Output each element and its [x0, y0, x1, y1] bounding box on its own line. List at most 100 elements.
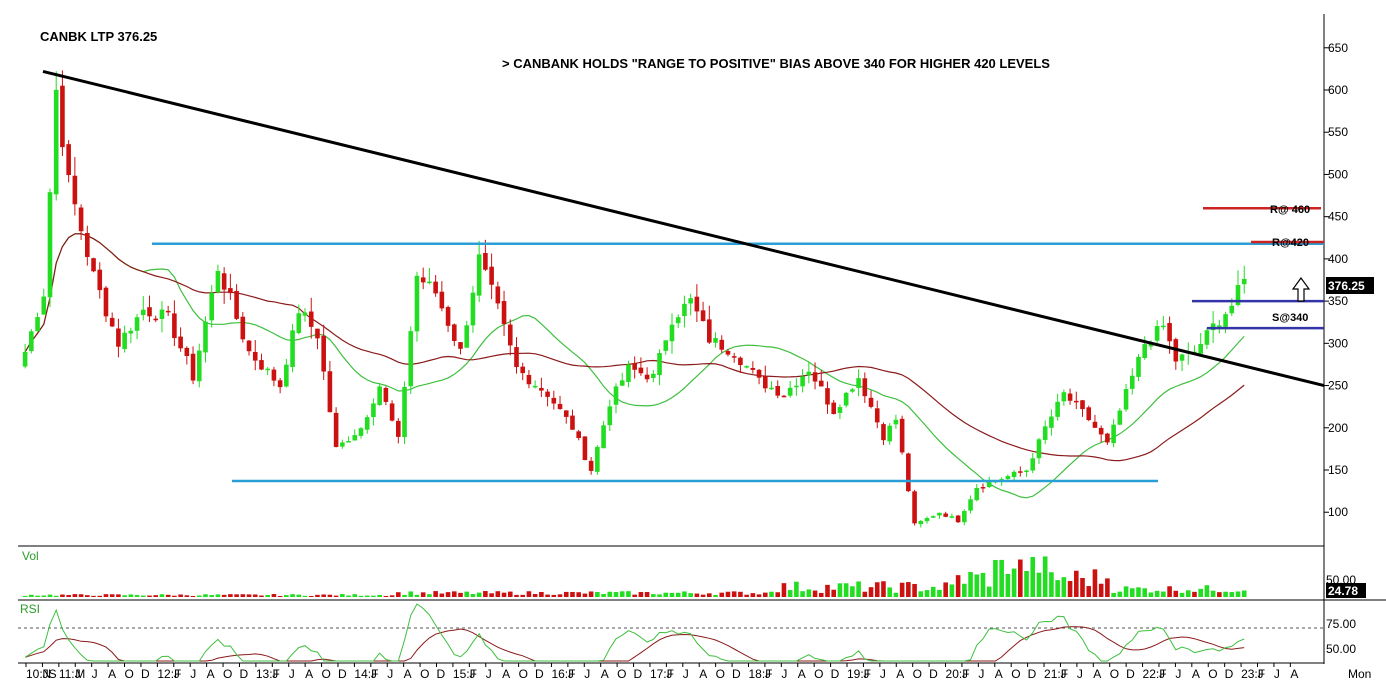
time-tick-label: A: [1093, 667, 1101, 681]
price-tick-label: 500: [1328, 167, 1348, 181]
rsi-line: [24, 603, 1245, 662]
candle-up: [1142, 344, 1148, 359]
candle-down: [184, 347, 190, 356]
time-tick-label: O: [322, 667, 331, 681]
price-tick-label: 550: [1328, 125, 1348, 139]
volume-bar: [35, 595, 40, 597]
candle-down: [762, 376, 768, 389]
candle-up: [340, 442, 345, 447]
volume-bar: [514, 594, 519, 597]
candle-down: [72, 175, 78, 205]
candle-up: [607, 406, 613, 426]
volume-bar: [1241, 590, 1247, 597]
candle-down: [439, 291, 445, 309]
up-arrow-icon: [1291, 276, 1311, 302]
time-tick-label: A: [108, 667, 116, 681]
price-readout: 376.25: [1328, 279, 1365, 293]
volume-bar: [1080, 577, 1085, 597]
candle-up: [794, 385, 799, 388]
time-tick-label: J: [666, 667, 672, 681]
candle-down: [97, 269, 103, 291]
volume-bar: [930, 586, 936, 597]
volume-bar: [501, 592, 507, 597]
volume-bar: [850, 586, 855, 597]
volume-bar: [97, 595, 103, 597]
time-tick-label: J: [568, 667, 574, 681]
candle-down: [165, 310, 171, 313]
candle-down: [781, 395, 787, 398]
candle-down: [383, 387, 389, 402]
time-tick-label: A: [995, 667, 1003, 681]
volume-bar: [769, 591, 774, 597]
candle-down: [563, 410, 569, 417]
candlesticks: [22, 70, 1247, 528]
time-tick-label: 10:JS: [26, 667, 57, 681]
volume-bar: [277, 595, 283, 597]
volume-bar: [613, 592, 619, 597]
candle-down: [539, 387, 544, 391]
volume-bar: [868, 587, 874, 597]
volume-bar: [1092, 569, 1098, 597]
candle-down: [1167, 323, 1172, 342]
candle-up: [1204, 330, 1210, 345]
volume-bar: [103, 594, 109, 597]
volume-bar: [1229, 592, 1235, 597]
candle-down: [420, 277, 426, 283]
volume-bar: [1098, 583, 1104, 597]
volume-bar: [109, 594, 115, 597]
time-tick-label: J: [1159, 667, 1165, 681]
volume-bar: [713, 594, 718, 597]
volume-bar: [1011, 568, 1017, 597]
time-tick-label: A: [699, 667, 707, 681]
volume-bar: [1049, 572, 1054, 597]
candle-up: [968, 499, 973, 511]
volume-bar: [271, 594, 277, 597]
time-tick-label: J: [289, 667, 295, 681]
volume-bar: [1161, 591, 1166, 597]
candle-up: [284, 364, 289, 387]
candle-down: [818, 380, 824, 387]
sma-long-line: [24, 233, 1245, 462]
volume-bar: [532, 594, 538, 597]
candle-up: [128, 330, 134, 334]
candle-down: [756, 369, 762, 378]
time-tick-label: J: [1060, 667, 1066, 681]
volume-bar: [651, 594, 656, 597]
candle-up: [364, 417, 370, 430]
volume-bar: [333, 595, 339, 597]
volume-bar: [315, 594, 320, 597]
candle-down: [881, 424, 886, 441]
time-tick-label: A: [502, 667, 510, 681]
candle-up: [1061, 392, 1067, 402]
candle-down: [489, 266, 494, 285]
candle-up: [893, 419, 899, 425]
candle-up: [427, 281, 432, 284]
candle-up: [1229, 305, 1235, 314]
candle-down: [153, 318, 159, 321]
candle-down: [551, 397, 557, 404]
resistance-460-label: R@ 460: [1270, 204, 1310, 216]
time-tick-label: A: [601, 667, 609, 681]
candle-down: [1105, 433, 1110, 443]
volume-bar: [489, 593, 494, 597]
candle-up: [352, 435, 358, 441]
volume-bar: [694, 593, 700, 597]
volume-bar: [520, 594, 526, 597]
time-tick-label: J: [190, 667, 196, 681]
volume-bar: [352, 594, 358, 597]
time-tick-label: J: [962, 667, 968, 681]
volume-bar: [744, 594, 749, 597]
candle-up: [1129, 375, 1135, 389]
time-tick-label: O: [1110, 667, 1119, 681]
volume-bar: [595, 592, 600, 597]
resistance-420-label: R@420: [1272, 237, 1309, 249]
candle-down: [980, 487, 986, 489]
candle-up: [159, 309, 165, 319]
candle-down: [1018, 471, 1023, 473]
rsi-tick-50: 50.00: [1326, 642, 1356, 656]
volume-bar: [122, 595, 127, 597]
volume-bar: [881, 581, 886, 597]
volume-bar: [607, 591, 613, 597]
volume-bar: [1123, 586, 1129, 597]
time-tick-label: J: [174, 667, 180, 681]
